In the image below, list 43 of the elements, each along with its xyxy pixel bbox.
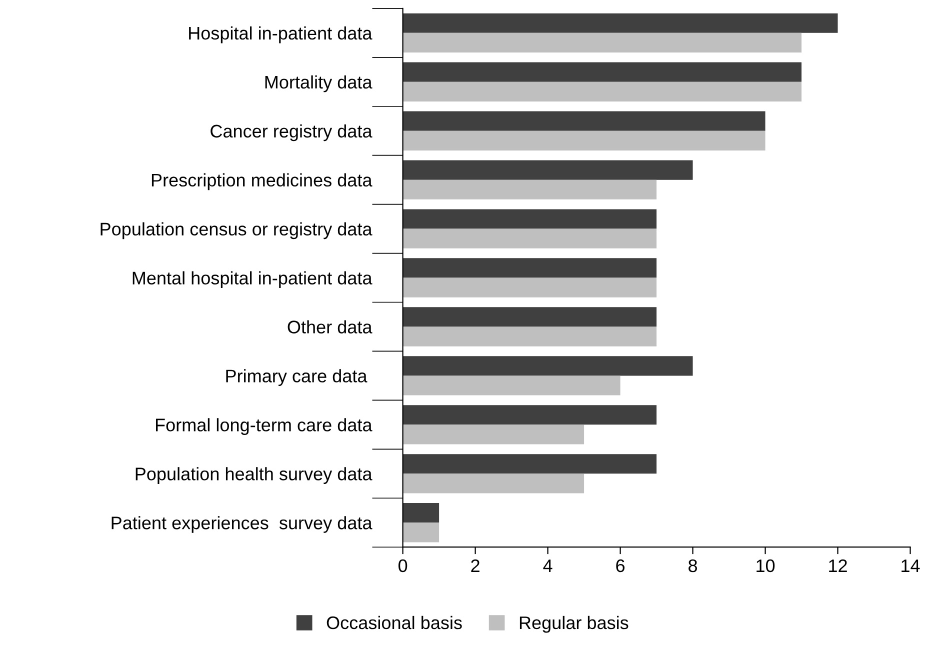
x-tick-label: 8 — [688, 559, 698, 572]
y-tick-label: Hospital in-patient data — [189, 26, 372, 44]
x-tick-label: 2 — [471, 559, 480, 572]
y-tick-label: Other data — [288, 320, 372, 334]
legend-label: Regular basis — [520, 616, 628, 633]
y-tick-label: Mental hospital in-patient data — [132, 271, 372, 288]
bar — [402, 13, 838, 33]
y-tick-label: Patient experiences survey data — [112, 516, 372, 533]
bar — [402, 130, 766, 150]
bar — [402, 307, 657, 327]
bar — [402, 424, 584, 444]
y-tick-label: Population health survey data — [136, 467, 372, 484]
bar — [402, 474, 584, 494]
bar — [402, 209, 657, 229]
x-tick-label: 10 — [756, 559, 775, 572]
x-tick-label: 14 — [902, 560, 920, 572]
x-tick-label: 6 — [616, 559, 625, 572]
y-tick-label: Prescription medicines data — [152, 173, 372, 190]
y-tick-label: Population census or registry data — [100, 222, 372, 240]
x-tick-label: 4 — [543, 560, 552, 572]
bar — [402, 111, 766, 131]
y-tick-label: Formal long-term care data — [156, 418, 372, 435]
x-tick-label: 12 — [829, 559, 847, 572]
bar — [402, 356, 693, 376]
bar — [402, 82, 802, 102]
bar — [402, 503, 440, 523]
y-tick-label: Mortality data — [265, 75, 372, 92]
y-tick-label: Cancer registry data — [210, 124, 372, 142]
bar — [402, 228, 657, 248]
bar — [402, 326, 657, 346]
bar — [402, 62, 802, 82]
bar — [402, 278, 657, 298]
y-tick-label: Primary care data — [226, 369, 368, 386]
bar — [402, 376, 620, 396]
bar — [402, 405, 657, 425]
bar — [402, 258, 657, 278]
legend-label: Occasional basis — [326, 616, 462, 630]
bar — [402, 522, 440, 542]
bar — [402, 32, 802, 53]
x-tick-label: 0 — [398, 559, 408, 572]
bar — [402, 454, 657, 474]
bar — [402, 180, 657, 200]
bar — [402, 160, 693, 180]
